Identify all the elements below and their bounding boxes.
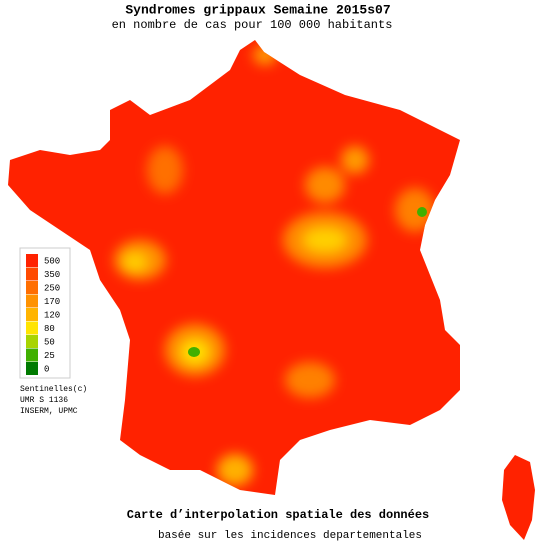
legend-swatch <box>26 348 38 362</box>
credit: INSERM, UPMC <box>20 407 78 416</box>
legend-label: 80 <box>44 324 55 334</box>
legend-swatch <box>26 281 38 294</box>
legend-swatch <box>26 321 38 335</box>
footer-subtitle: basée sur les incidences departementales <box>158 530 422 542</box>
subtitle: en nombre de cas pour 100 000 habitants <box>112 18 393 32</box>
legend-swatch <box>26 335 38 348</box>
legend-swatch <box>26 362 38 375</box>
legend-label: 50 <box>44 337 55 347</box>
credit: UMR S 1136 <box>20 396 68 405</box>
legend-label: 170 <box>44 297 60 307</box>
legend-swatch <box>26 254 38 267</box>
footer-title: Carte d’interpolation spatiale des donné… <box>127 508 429 522</box>
title: Syndromes grippaux Semaine 2015s07 <box>125 2 390 17</box>
credit: Sentinelles(c) <box>20 385 87 394</box>
legend-swatch <box>26 308 38 321</box>
legend-label: 350 <box>44 270 60 280</box>
legend-label: 25 <box>44 351 55 361</box>
legend-label: 250 <box>44 283 60 293</box>
legend-swatch <box>26 267 38 281</box>
legend-swatch <box>26 294 38 308</box>
legend-label: 500 <box>44 256 60 266</box>
legend-label: 0 <box>44 364 49 374</box>
legend-label: 120 <box>44 310 60 320</box>
corsica <box>502 455 535 540</box>
